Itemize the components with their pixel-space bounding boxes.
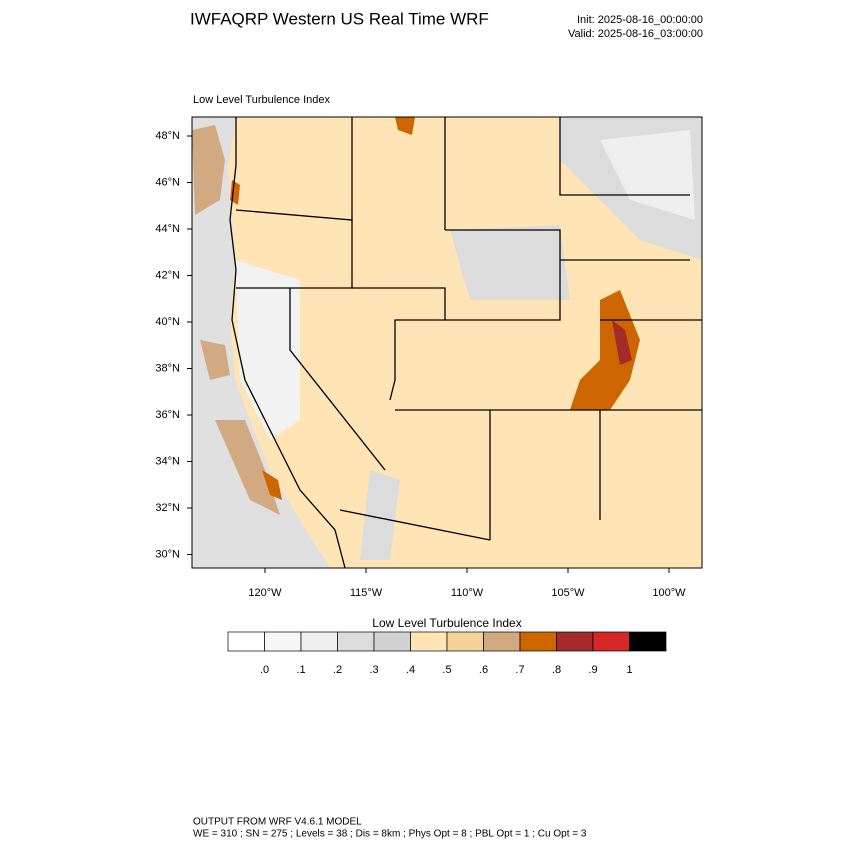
colorbar-label: .9 — [588, 664, 597, 676]
lat-label: 44°N — [155, 223, 180, 235]
colorbar-box — [446, 631, 484, 652]
lon-label: 105°W — [551, 587, 585, 599]
colorbar-box — [300, 631, 338, 652]
colorbar-label: .4 — [406, 664, 415, 676]
map — [191, 116, 703, 569]
colorbar-box — [337, 631, 375, 652]
colorbar-box — [373, 631, 411, 652]
valid-time: Valid: 2025-08-16_03:00:00 — [568, 28, 703, 40]
lat-label: 34°N — [155, 455, 180, 467]
lat-label: 36°N — [155, 409, 180, 421]
lon-label: 100°W — [652, 587, 686, 599]
colorbar-box — [227, 631, 265, 652]
init-time: Init: 2025-08-16_00:00:00 — [577, 14, 703, 26]
colorbar-label: .2 — [333, 664, 342, 676]
footer-line: WE = 310 ; SN = 275 ; Levels = 38 ; Dis … — [193, 829, 587, 840]
colorbar-box — [592, 631, 630, 652]
lon-label: 115°W — [350, 587, 383, 599]
lat-label: 48°N — [155, 130, 180, 142]
colorbar-box — [519, 631, 557, 652]
page-title: IWFAQRP Western US Real Time WRF — [190, 9, 489, 28]
lat-label: 40°N — [155, 316, 180, 328]
lat-label: 38°N — [155, 362, 180, 374]
lat-label: 42°N — [155, 269, 180, 281]
colorbar-title: Low Level Turbulence Index — [372, 616, 521, 630]
colorbar-label: .7 — [515, 664, 524, 676]
lat-label: 32°N — [155, 502, 180, 514]
colorbar-box — [556, 631, 594, 652]
colorbar-label: .1 — [296, 664, 305, 676]
colorbar-label: .6 — [479, 664, 488, 676]
colorbar-label: .0 — [260, 664, 269, 676]
colorbar-box — [264, 631, 302, 652]
lat-label: 46°N — [155, 176, 180, 188]
lon-label: 120°W — [248, 587, 282, 599]
lat-label: 30°N — [155, 548, 180, 560]
colorbar-label: 1 — [626, 664, 632, 676]
colorbar-box — [483, 631, 521, 652]
colorbar-label: .3 — [369, 664, 378, 676]
colorbar-box — [629, 631, 667, 652]
colorbar-label: .5 — [442, 664, 451, 676]
colorbar-label: .8 — [552, 664, 561, 676]
map-title: Low Level Turbulence Index — [193, 94, 330, 106]
lon-label: 110°W — [451, 587, 484, 599]
colorbar-box — [410, 631, 448, 652]
footer-line: OUTPUT FROM WRF V4.6.1 MODEL — [193, 817, 362, 828]
